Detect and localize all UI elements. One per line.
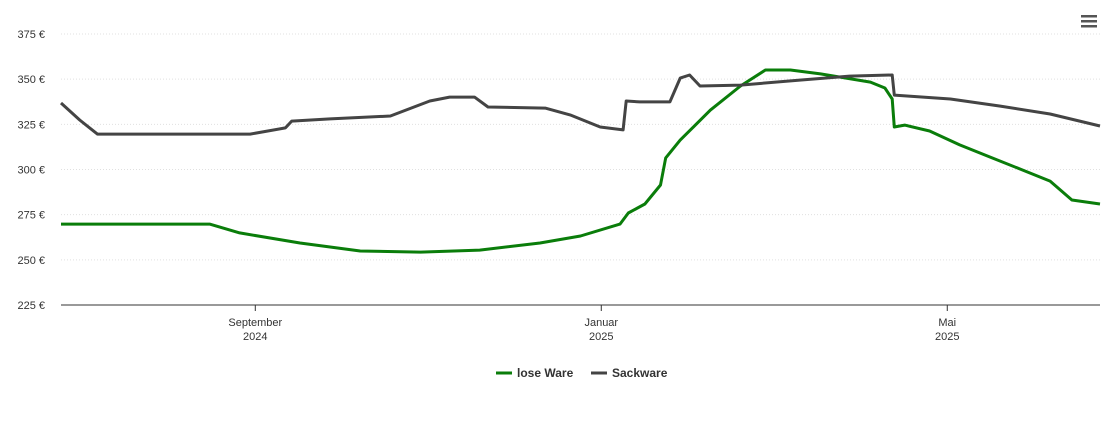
y-tick-label: 275 € — [17, 210, 45, 222]
y-tick-label: 375 € — [17, 29, 45, 41]
y-tick-label: 300 € — [17, 165, 45, 177]
menu-icon[interactable] — [1081, 15, 1097, 28]
y-tick-label: 350 € — [17, 74, 45, 86]
legend-label: lose Ware — [517, 366, 574, 380]
legend-item[interactable]: Sackware — [591, 366, 668, 380]
menu-bar — [1081, 15, 1097, 18]
x-tick-label: Januar 2025 — [584, 317, 618, 343]
series-line — [59, 73, 1101, 136]
y-tick-label: 225 € — [17, 300, 45, 312]
y-tick-label: 250 € — [17, 255, 45, 267]
menu-bar — [1081, 20, 1097, 23]
x-tick-label: Mai 2025 — [935, 317, 959, 343]
x-tick-label: September 2024 — [228, 317, 282, 343]
legend-item[interactable]: lose Ware — [496, 366, 574, 380]
series-line — [61, 68, 1101, 254]
legend-label: Sackware — [612, 366, 668, 380]
y-tick-label: 325 € — [17, 119, 45, 131]
menu-bar — [1081, 25, 1097, 28]
